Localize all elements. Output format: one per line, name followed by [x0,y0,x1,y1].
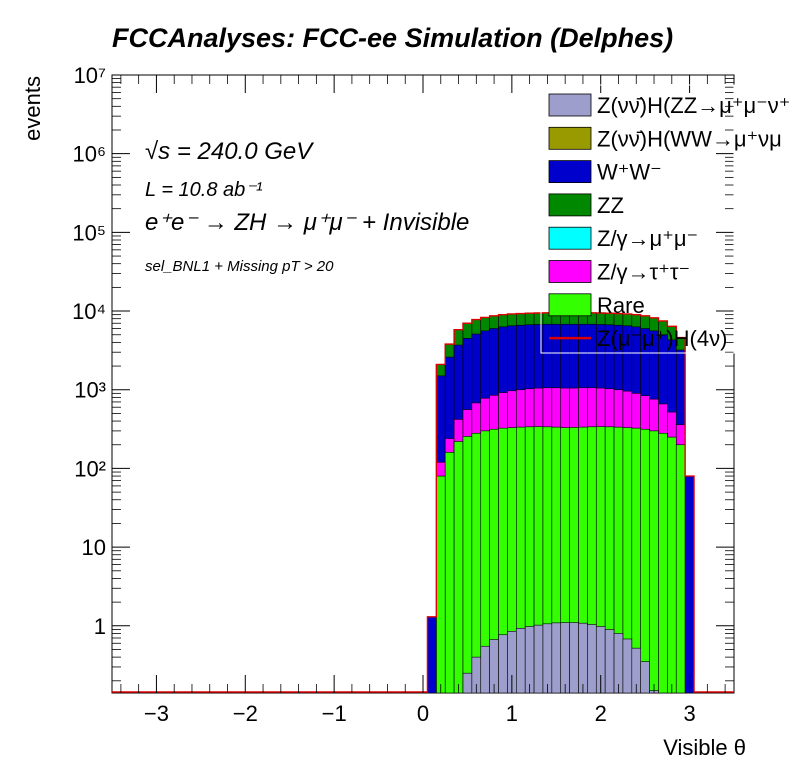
legend-swatch [548,93,592,117]
zh-zz-bar [480,645,490,694]
y-tick-label: 10² [74,456,106,481]
rare-bar [658,432,668,694]
zh-zz-bar [622,638,633,694]
rare-bar [667,436,677,694]
legend-swatch [548,260,592,283]
legend-label: Z(νν̄)H(ZZ→μ⁺μ⁻ν⁺ [597,93,790,118]
y-tick-label: 10 [82,535,106,560]
legend-label: Z(νν̄)H(WW→μ⁺νμ [597,126,782,151]
zh-zz-bar [560,622,570,694]
zh-zz-bar [515,627,526,694]
zh-zz-bar [578,622,588,694]
rare-bar [675,444,686,694]
zh-zz-bar [569,622,579,694]
y-axis-label: events [20,76,45,141]
legend-label: Z/γ→μ⁺μ⁻ [597,226,698,251]
ww-bar [684,475,695,694]
legend-swatch [548,293,592,317]
legend-swatch [548,193,592,217]
legend-label: Z/γ→τ⁺τ⁻ [597,260,690,285]
legend-label: W⁺W⁻ [597,160,662,185]
x-axis-label: Visible θ [663,735,746,760]
zh-zz-bar [587,624,597,694]
legend-swatch [548,160,592,184]
rare-bar [640,428,650,694]
y-tick-label: 10³ [74,378,106,403]
x-tick-label: 3 [683,701,695,726]
rare-bar [436,475,446,694]
selection-annotation: sel_BNL1 + Missing pT > 20 [145,258,334,275]
axis-ticks [112,74,734,693]
legend-swatch [548,226,592,250]
rare-bar [462,436,473,694]
x-tick-label: −2 [233,701,258,726]
zh-zz-bar [542,623,553,694]
zh-zz-bar [640,661,650,694]
legend-swatch [548,126,592,150]
chart-title: FCCAnalyses: FCC-ee Simulation (Delphes) [112,23,673,53]
y-tick-label: 10⁶ [72,142,106,167]
sqrt-s-annotation: √s = 240.0 GeV [145,138,314,165]
x-tick-label: 0 [417,701,429,726]
rare-bar [649,430,659,694]
x-tick-label: −3 [144,701,169,726]
legend-label: ZZ [597,193,624,218]
axis-tick-labels: −3 −2 −1 0 1 2 3 1 10 10² 10³ 10⁴ 10⁵ 10⁶ 10⁷ [72,63,696,726]
y-tick-label: 10⁵ [72,220,106,245]
zh-zz-bar [498,634,508,694]
legend: Z(νν̄)H(ZZ→μ⁺μ⁻ν⁺ Z(νν̄)H(WW→μ⁺νμ W⁺W⁻ ZZ Z/… [540,84,790,354]
zh-zz-bar [604,629,615,694]
zh-zz-bar [524,626,535,694]
y-tick-label: 10⁷ [74,63,106,88]
histogram-bars [112,312,734,694]
legend-label: Z(μ⁻μ⁺)H(4ν) [597,326,727,351]
zh-zz-bar [462,672,473,694]
zh-zz-bar [533,624,544,694]
rare-bar [453,441,464,694]
luminosity-annotation: L = 10.8 ab⁻¹ [145,179,263,201]
x-tick-label: 1 [506,701,518,726]
zh-zz-bar [551,622,562,694]
legend-label: Rare [597,293,645,318]
rare-bar [444,452,455,694]
x-tick-label: −1 [322,701,347,726]
y-tick-label: 1 [94,614,106,639]
rare-bar [471,432,482,694]
x-tick-label: 2 [595,701,607,726]
y-tick-label: 10⁴ [72,299,106,324]
process-annotation: e⁺e⁻ → ZH → μ⁺μ⁻ + Invisible [145,209,469,236]
legend-frame [540,84,735,354]
ww-bar [427,616,437,694]
